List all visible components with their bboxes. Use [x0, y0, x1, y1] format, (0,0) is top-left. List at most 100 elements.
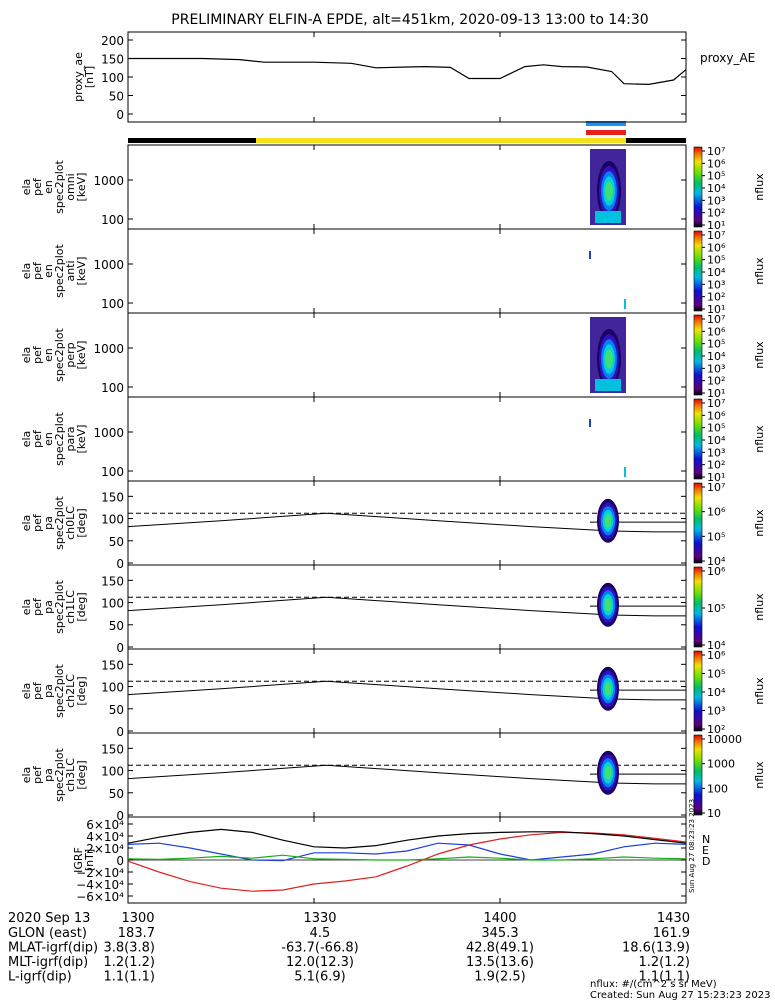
zone-bar-black [128, 138, 256, 143]
energy-4-cbar-tick-label: 10⁴ [707, 434, 726, 447]
energy-4-ytick-label: 100 [101, 465, 124, 479]
pitch-1-losscone [127, 596, 686, 617]
energy-3-ylabel-5: [keV] [75, 341, 88, 370]
energy-2-colorbar [693, 230, 703, 312]
footer-time-label: 1430 [657, 911, 690, 926]
proxy-ae-ytick-label: 50 [109, 90, 124, 104]
pitch-0-cbar-label: nflux [753, 509, 766, 537]
igrf-legend-D: D [702, 855, 710, 868]
footer-units-note: nflux: #/(cm^2 s sr MeV) [590, 979, 717, 990]
pitch-2-ylabel-4: ch2LC [64, 674, 77, 708]
pitch-2-cbar-tick-label: 10⁵ [707, 668, 725, 681]
pitch-0-ytick-label: 0 [116, 557, 124, 571]
igrf-ytick-label: −6×10⁴ [76, 890, 124, 904]
energy-2-cbar-tick-label: 10⁶ [707, 241, 726, 254]
zone-bar-blue [586, 121, 626, 126]
igrf-ylabel-0: IGRF [72, 847, 85, 873]
energy-1-ylabel-0: ela [20, 179, 33, 196]
igrf-black-line [127, 828, 687, 849]
energy-3-cbar-tick-label: 10⁷ [707, 313, 725, 326]
pitch-1-ylabel-1: pef [31, 597, 44, 616]
pitch-3-ylabel-0: ela [20, 767, 33, 784]
energy-2-ylabel-3: spec2plot [53, 244, 66, 298]
energy-3-ylabel-2: en [42, 348, 55, 362]
energy-4-frame [127, 396, 687, 482]
pitch-1-ylabel-2: pa [42, 600, 55, 614]
zone-bar-red [586, 130, 626, 135]
plot-title: PRELIMINARY ELFIN-A EPDE, alt=451km, 202… [171, 12, 648, 28]
zone-bar-black-2 [626, 138, 686, 143]
energy-4-ylabel-4: para [64, 427, 77, 452]
energy-1-ytick-label: 1000 [93, 174, 124, 188]
energy-4-cbar-label: nflux [753, 425, 766, 453]
energy-3-cbar-tick-label: 10⁵ [707, 338, 725, 351]
energy-2-ytick-label: 100 [101, 297, 124, 311]
energy-4-ylabel-3: spec2plot [53, 412, 66, 466]
energy-4-speck [589, 419, 591, 427]
pitch-2-cbar-tick-label: 10³ [707, 705, 725, 718]
pitch-2-ylabel-3: spec2plot [53, 664, 66, 718]
pitch-2-ytick-label: 50 [109, 703, 124, 717]
panel-energy-1: 1001000elapefenspec2plotomni[keV]10¹10²1… [20, 144, 766, 232]
pitch-1-ytick-label: 100 [101, 597, 124, 611]
igrf-ytick-label: 6×10⁴ [86, 818, 124, 832]
pitch-1-cbar-tick-label: 10⁶ [707, 565, 726, 578]
energy-1-cbar-tick-label: 10⁵ [707, 170, 725, 183]
energy-2-cbar-label: nflux [753, 257, 766, 285]
energy-2-cbar-tick-label: 10⁴ [707, 266, 726, 279]
pitch-1-ylabel-4: ch1LC [64, 590, 77, 624]
energy-1-ylabel-5: [keV] [75, 173, 88, 202]
pitch-3-ylabel-5: [deg] [75, 760, 88, 789]
pitch-0-ylabel-2: pa [42, 516, 55, 530]
energy-2-cbar-tick-label: 10⁷ [707, 229, 725, 242]
pitch-1-cbar-label: nflux [753, 593, 766, 621]
pitch-2-cbar-tick-label: 10⁴ [707, 686, 726, 699]
energy-2-frame [127, 228, 687, 314]
pitch-0-losscone [127, 512, 686, 533]
pitch-1-ytick-label: 150 [101, 574, 124, 588]
energy-3-ylabel-4: perp [64, 342, 77, 367]
pitch-3-cbar-label: nflux [753, 761, 766, 789]
pitch-0-flux-blob [604, 513, 612, 528]
footer-row-label: MLT-igrf(dip) [8, 955, 88, 970]
igrf-ytick-label: −4×10⁴ [76, 878, 124, 892]
energy-3-ytick-label: 1000 [93, 342, 124, 356]
igrf-ytick-label: 4×10⁴ [86, 830, 124, 844]
energy-3-ylabel-0: ela [20, 347, 33, 364]
energy-1-flux-low [595, 211, 621, 223]
energy-1-colorbar [693, 146, 703, 228]
energy-2-ytick-label: 1000 [93, 258, 124, 272]
energy-3-ylabel-1: pef [31, 345, 44, 364]
footer-row-value: -63.7(-66.8) [281, 941, 358, 956]
igrf-legend-N: N [702, 833, 710, 846]
panel-proxy-ae: 0 50 100 150 200 proxy_ae[nT] proxy_AE [72, 31, 755, 123]
energy-3-flux-low [595, 379, 621, 391]
pitch-1-ylabel-0: ela [20, 599, 33, 616]
pitch-3-ytick-label: 100 [101, 765, 124, 779]
pitch-0-cbar-tick-label: 10⁶ [707, 506, 726, 519]
pitch-0-colorbar [693, 482, 703, 564]
footer-time-label: 1330 [303, 911, 336, 926]
pitch-2-losscone [127, 680, 686, 701]
energy-1-ytick-label: 100 [101, 213, 124, 227]
pitch-3-cbar-tick-label: 10000 [707, 733, 742, 746]
pitch-2-ylabel-1: pef [31, 681, 44, 700]
footer-time-label: 1300 [121, 911, 154, 926]
igrf-legend-E: E [702, 844, 709, 857]
footer-date: 2020 Sep 13 [8, 911, 90, 926]
energy-2-ylabel-2: en [42, 264, 55, 278]
energy-1-flux-blob [605, 181, 613, 201]
pitch-3-ylabel-2: pa [42, 768, 55, 782]
footer-row-label: L-igrf(dip) [8, 970, 72, 985]
pitch-0-ylabel-4: ch0LC [64, 506, 77, 540]
pitch-3-ytick-label: 50 [109, 787, 124, 801]
energy-3-cbar-tick-label: 10² [707, 375, 725, 388]
energy-2-cbar-tick-label: 10¹ [707, 303, 725, 316]
pitch-0-ylabel-3: spec2plot [53, 496, 66, 550]
pitch-2-ylabel-0: ela [20, 683, 33, 700]
energy-4-cbar-tick-label: 10⁵ [707, 422, 725, 435]
footer-row-value: 18.6(13.9) [622, 941, 690, 956]
pitch-0-ytick-label: 50 [109, 535, 124, 549]
